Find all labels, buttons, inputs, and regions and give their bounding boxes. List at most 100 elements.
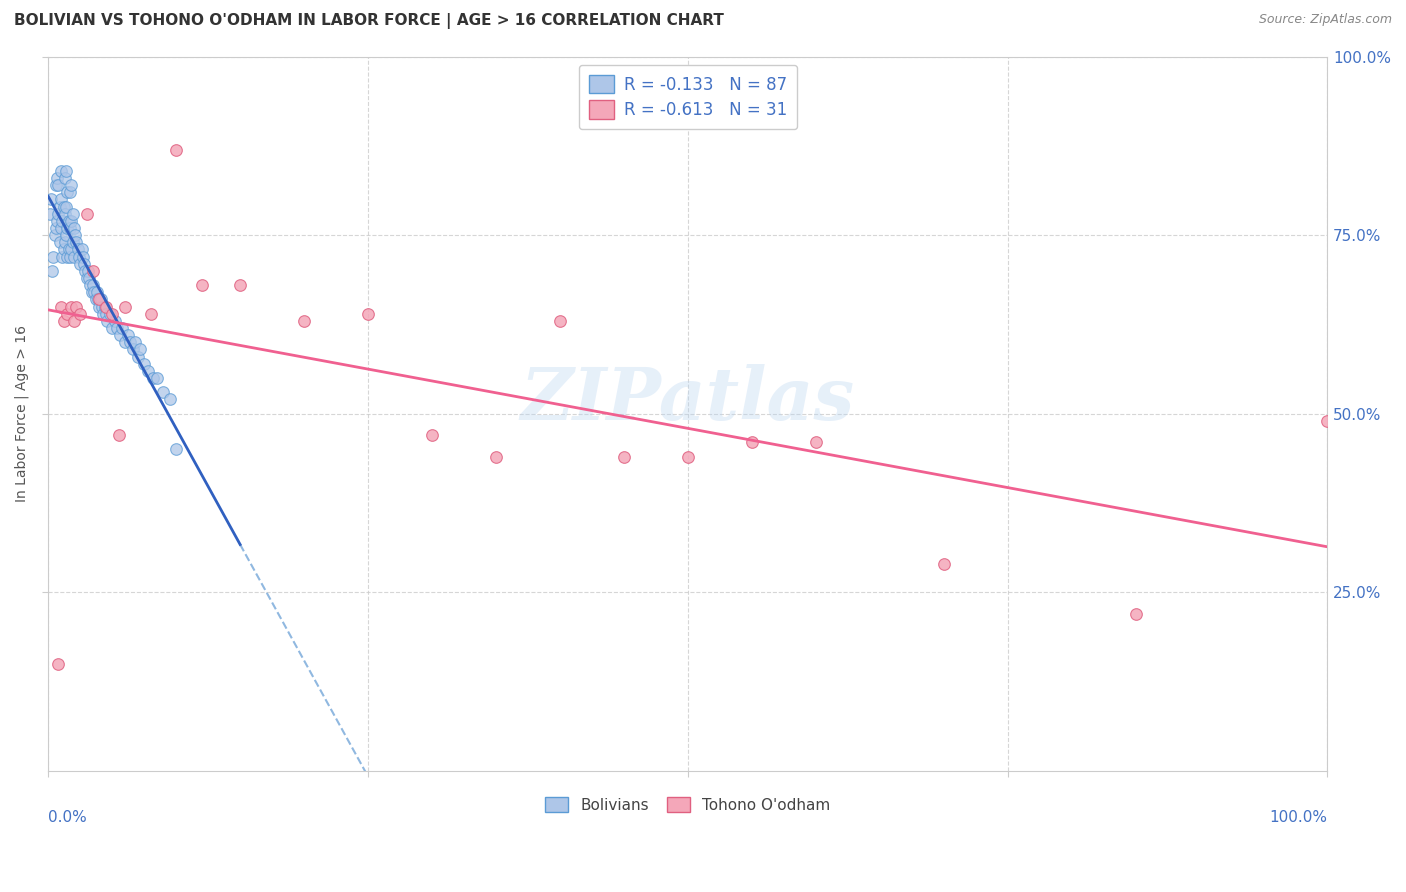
- Point: [114, 300, 136, 314]
- Point: [39, 193, 62, 207]
- Point: [932, 557, 955, 571]
- Point: [53, 171, 76, 186]
- Point: [51, 214, 73, 228]
- Point: [1125, 607, 1147, 621]
- Point: [82, 264, 104, 278]
- Point: [96, 314, 118, 328]
- Point: [613, 450, 636, 464]
- Point: [108, 328, 131, 343]
- Point: [84, 293, 107, 307]
- Point: [94, 300, 117, 314]
- Point: [55, 200, 77, 214]
- Legend: Bolivians, Tohono O'odham: Bolivians, Tohono O'odham: [537, 789, 838, 820]
- Point: [134, 357, 156, 371]
- Point: [127, 350, 149, 364]
- Point: [65, 300, 87, 314]
- Point: [63, 314, 86, 328]
- Point: [139, 307, 162, 321]
- Point: [89, 300, 111, 314]
- Point: [72, 250, 94, 264]
- Point: [91, 307, 114, 321]
- Point: [58, 243, 80, 257]
- Text: BOLIVIAN VS TOHONO O'ODHAM IN LABOR FORCE | AGE > 16 CORRELATION CHART: BOLIVIAN VS TOHONO O'ODHAM IN LABOR FORC…: [14, 13, 724, 29]
- Point: [77, 271, 100, 285]
- Point: [60, 300, 83, 314]
- Point: [548, 314, 571, 328]
- Point: [87, 293, 110, 307]
- Point: [52, 200, 75, 214]
- Point: [190, 278, 212, 293]
- Point: [41, 264, 63, 278]
- Point: [82, 278, 104, 293]
- Point: [86, 285, 108, 300]
- Point: [49, 235, 72, 250]
- Point: [45, 178, 67, 193]
- Point: [46, 214, 69, 228]
- Point: [229, 278, 252, 293]
- Point: [63, 228, 86, 243]
- Point: [56, 250, 79, 264]
- Point: [105, 321, 128, 335]
- Point: [38, 207, 60, 221]
- Point: [485, 450, 508, 464]
- Point: [101, 307, 124, 321]
- Text: ZIPatlas: ZIPatlas: [520, 364, 855, 435]
- Point: [73, 257, 96, 271]
- Point: [65, 235, 87, 250]
- Point: [83, 285, 105, 300]
- Point: [89, 293, 111, 307]
- Point: [62, 235, 84, 250]
- Point: [104, 314, 127, 328]
- Point: [44, 228, 66, 243]
- Point: [53, 207, 76, 221]
- Point: [49, 193, 72, 207]
- Text: 0.0%: 0.0%: [48, 810, 87, 825]
- Y-axis label: In Labor Force | Age > 16: In Labor Force | Age > 16: [15, 326, 30, 502]
- Text: 100.0%: 100.0%: [1270, 810, 1327, 825]
- Point: [165, 143, 187, 157]
- Point: [94, 307, 117, 321]
- Point: [69, 307, 91, 321]
- Point: [56, 221, 79, 235]
- Text: Source: ZipAtlas.com: Source: ZipAtlas.com: [1258, 13, 1392, 27]
- Point: [136, 364, 159, 378]
- Point: [420, 428, 443, 442]
- Point: [63, 221, 86, 235]
- Point: [121, 343, 143, 357]
- Point: [120, 335, 142, 350]
- Point: [676, 450, 699, 464]
- Point: [101, 321, 124, 335]
- Point: [159, 392, 181, 407]
- Point: [1316, 414, 1339, 428]
- Point: [66, 243, 89, 257]
- Point: [46, 171, 69, 186]
- Point: [49, 164, 72, 178]
- Point: [48, 657, 70, 671]
- Point: [60, 178, 83, 193]
- Point: [107, 428, 129, 442]
- Point: [60, 243, 83, 257]
- Point: [59, 250, 82, 264]
- Point: [70, 243, 93, 257]
- Point: [58, 214, 80, 228]
- Point: [129, 343, 152, 357]
- Point: [142, 371, 165, 385]
- Point: [59, 186, 82, 200]
- Point: [48, 207, 70, 221]
- Point: [48, 178, 70, 193]
- Point: [49, 300, 72, 314]
- Point: [76, 271, 98, 285]
- Point: [98, 307, 121, 321]
- Point: [62, 207, 84, 221]
- Point: [52, 243, 75, 257]
- Point: [59, 221, 82, 235]
- Point: [51, 250, 73, 264]
- Point: [357, 307, 380, 321]
- Point: [117, 328, 139, 343]
- Point: [49, 221, 72, 235]
- Point: [42, 250, 65, 264]
- Point: [91, 300, 114, 314]
- Point: [146, 371, 169, 385]
- Point: [111, 321, 134, 335]
- Point: [49, 200, 72, 214]
